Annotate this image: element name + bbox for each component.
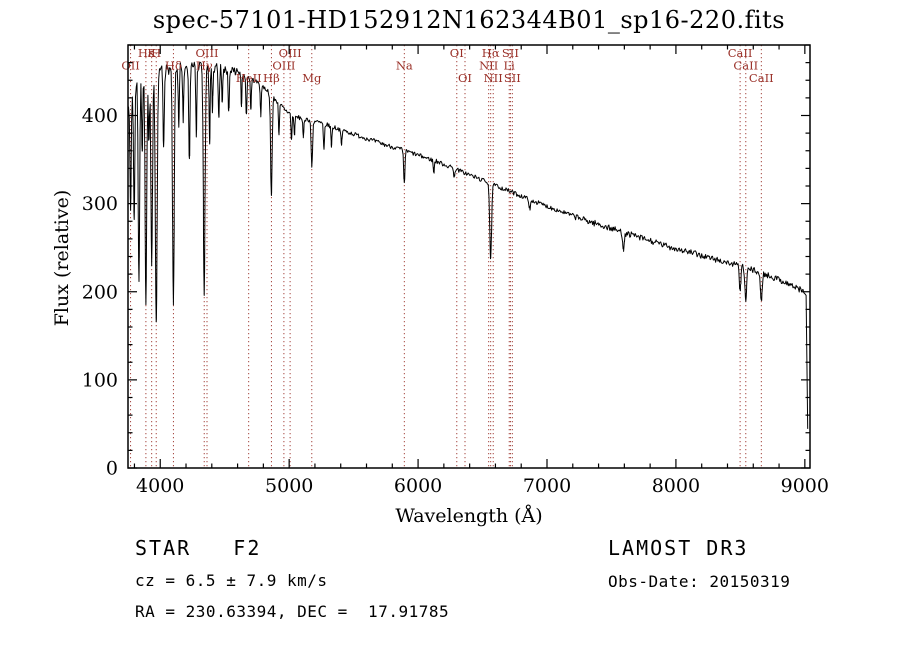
- svg-text:200: 200: [82, 281, 118, 303]
- svg-text:NII: NII: [484, 71, 503, 85]
- svg-text:HeII: HeII: [236, 71, 262, 85]
- svg-text:OIII: OIII: [272, 59, 295, 73]
- survey-release-text: LAMOST DR3: [608, 536, 749, 560]
- svg-text:OIII: OIII: [279, 46, 302, 60]
- svg-text:SII: SII: [504, 71, 521, 85]
- x-axis-label: Wavelength (Å): [395, 505, 543, 527]
- svg-text:SII: SII: [502, 46, 519, 60]
- svg-text:OIII: OIII: [195, 46, 218, 60]
- y-tick-labels: 0 100 200 300 400: [82, 105, 118, 480]
- svg-text:400: 400: [82, 105, 118, 127]
- svg-text:OI: OI: [458, 71, 472, 85]
- svg-text:Hδ: Hδ: [165, 59, 182, 73]
- svg-text:Na: Na: [396, 59, 413, 73]
- axes: [127, 44, 811, 469]
- object-class-text: STAR F2: [135, 536, 262, 560]
- svg-text:OI: OI: [450, 46, 464, 60]
- svg-text:Hε: Hε: [138, 46, 154, 60]
- spectral-line-markers: [130, 45, 762, 468]
- svg-text:K: K: [147, 46, 156, 60]
- svg-text:7000: 7000: [523, 475, 571, 497]
- svg-text:Hβ: Hβ: [263, 71, 280, 85]
- svg-text:8000: 8000: [652, 475, 700, 497]
- x-tick-labels: 4000 5000 6000 7000 8000 9000: [136, 475, 829, 497]
- svg-text:100: 100: [82, 369, 118, 391]
- svg-text:NII: NII: [479, 59, 498, 73]
- spectrum-line: [128, 61, 809, 429]
- svg-text:OII: OII: [121, 59, 140, 73]
- svg-text:4000: 4000: [136, 475, 184, 497]
- svg-text:CaII: CaII: [749, 71, 774, 85]
- svg-text:Mg: Mg: [302, 71, 322, 85]
- svg-text:Li: Li: [504, 59, 516, 73]
- svg-text:CaII: CaII: [728, 46, 753, 60]
- svg-text:5000: 5000: [265, 475, 313, 497]
- svg-text:Hα: Hα: [482, 46, 500, 60]
- svg-text:0: 0: [106, 458, 118, 480]
- redshift-velocity-text: cz = 6.5 ± 7.9 km/s: [135, 571, 328, 590]
- svg-text:9000: 9000: [781, 475, 829, 497]
- obs-date-text: Obs-Date: 20150319: [608, 572, 791, 591]
- plot-title: spec-57101-HD152912N162344B01_sp16-220.f…: [152, 6, 786, 34]
- svg-text:H: H: [151, 46, 161, 60]
- svg-text:300: 300: [82, 193, 118, 215]
- coordinates-text: RA = 230.63394, DEC = 17.91785: [135, 602, 450, 621]
- svg-text:CaII: CaII: [733, 59, 758, 73]
- svg-text:Hγ: Hγ: [196, 59, 213, 73]
- svg-text:6000: 6000: [394, 475, 442, 497]
